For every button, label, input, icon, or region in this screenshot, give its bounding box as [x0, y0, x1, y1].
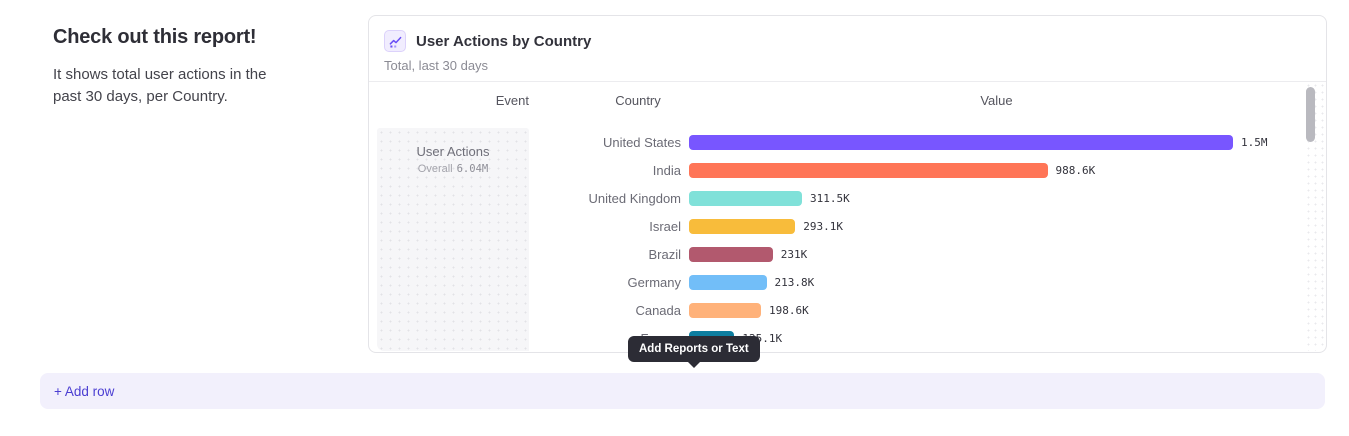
bar[interactable]: [689, 134, 1233, 150]
bar-track: 988.6K: [689, 162, 1233, 178]
bar-value-label: 311.5K: [809, 191, 850, 205]
bar-track: 198.6K: [689, 302, 1233, 318]
bar-track: 125.1K: [689, 330, 1233, 346]
report-title[interactable]: User Actions by Country: [416, 32, 592, 50]
overall-label: Overall: [417, 163, 453, 175]
bar-track: 293.1K: [689, 218, 1233, 234]
column-header-country: Country: [615, 93, 661, 108]
bar-value-label: 988.6K: [1055, 163, 1096, 177]
bar[interactable]: [689, 302, 762, 318]
table-row: United Kingdom 311.5K: [529, 184, 1305, 212]
scrollbar-track[interactable]: [1305, 82, 1325, 351]
line-chart-icon: [384, 30, 406, 52]
table-row: Israel 293.1K: [529, 212, 1305, 240]
event-cell[interactable]: User Actions Overall 6.04M: [377, 128, 529, 351]
table-row: India 988.6K: [529, 156, 1305, 184]
bar-track: 231K: [689, 246, 1233, 262]
country-label: India: [652, 162, 681, 178]
bar[interactable]: [689, 162, 1048, 178]
bar[interactable]: [689, 190, 802, 206]
table-row: Canada 198.6K: [529, 296, 1305, 324]
country-label: Brazil: [648, 246, 681, 262]
table-row: Brazil 231K: [529, 240, 1305, 268]
page-title: Check out this report!: [53, 26, 257, 48]
add-row-button[interactable]: + Add row: [40, 373, 1325, 409]
bar[interactable]: [689, 218, 796, 234]
bar-track: 213.8K: [689, 274, 1233, 290]
event-name: User Actions: [416, 144, 490, 159]
country-label: Israel: [649, 218, 681, 234]
country-label: United Kingdom: [588, 190, 682, 206]
country-label: Canada: [635, 302, 681, 318]
report-subtitle: Total, last 30 days: [384, 58, 489, 73]
bar[interactable]: [689, 274, 767, 290]
scrollbar-thumb[interactable]: [1306, 87, 1315, 142]
add-row-label: + Add row: [54, 383, 115, 399]
card-header: User Actions by Country: [384, 30, 591, 52]
bar-value-label: 213.8K: [774, 275, 815, 289]
intro-block: Check out this report! It shows total us…: [53, 26, 313, 108]
country-label: Germany: [627, 274, 681, 290]
bar-value-label: 1.5M: [1241, 135, 1268, 149]
header-divider: [369, 81, 1326, 82]
report-card: User Actions by Country Total, last 30 d…: [368, 15, 1327, 353]
country-label: United States: [602, 134, 681, 150]
overall-value: 6.04M: [456, 163, 489, 175]
bar-value-label: 293.1K: [803, 219, 844, 233]
bar-track: 311.5K: [689, 190, 1233, 206]
column-header-value: Value: [980, 93, 1013, 108]
bar-value-label: 231K: [780, 247, 808, 261]
bar-value-label: 198.6K: [769, 303, 809, 317]
event-overall: Overall 6.04M: [377, 163, 529, 175]
table-row: United States 1.5M: [529, 128, 1305, 156]
table-row: Germany 213.8K: [529, 268, 1305, 296]
page-description: It shows total user actions in the past …: [53, 66, 267, 105]
bar-chart: United States 1.5M India 988.6K United Kingd…: [529, 128, 1305, 352]
bar-track: 1.5M: [689, 134, 1268, 150]
column-header-event: Event: [495, 93, 529, 108]
add-reports-tooltip: Add Reports or Text: [628, 336, 760, 362]
bar[interactable]: [689, 246, 773, 262]
